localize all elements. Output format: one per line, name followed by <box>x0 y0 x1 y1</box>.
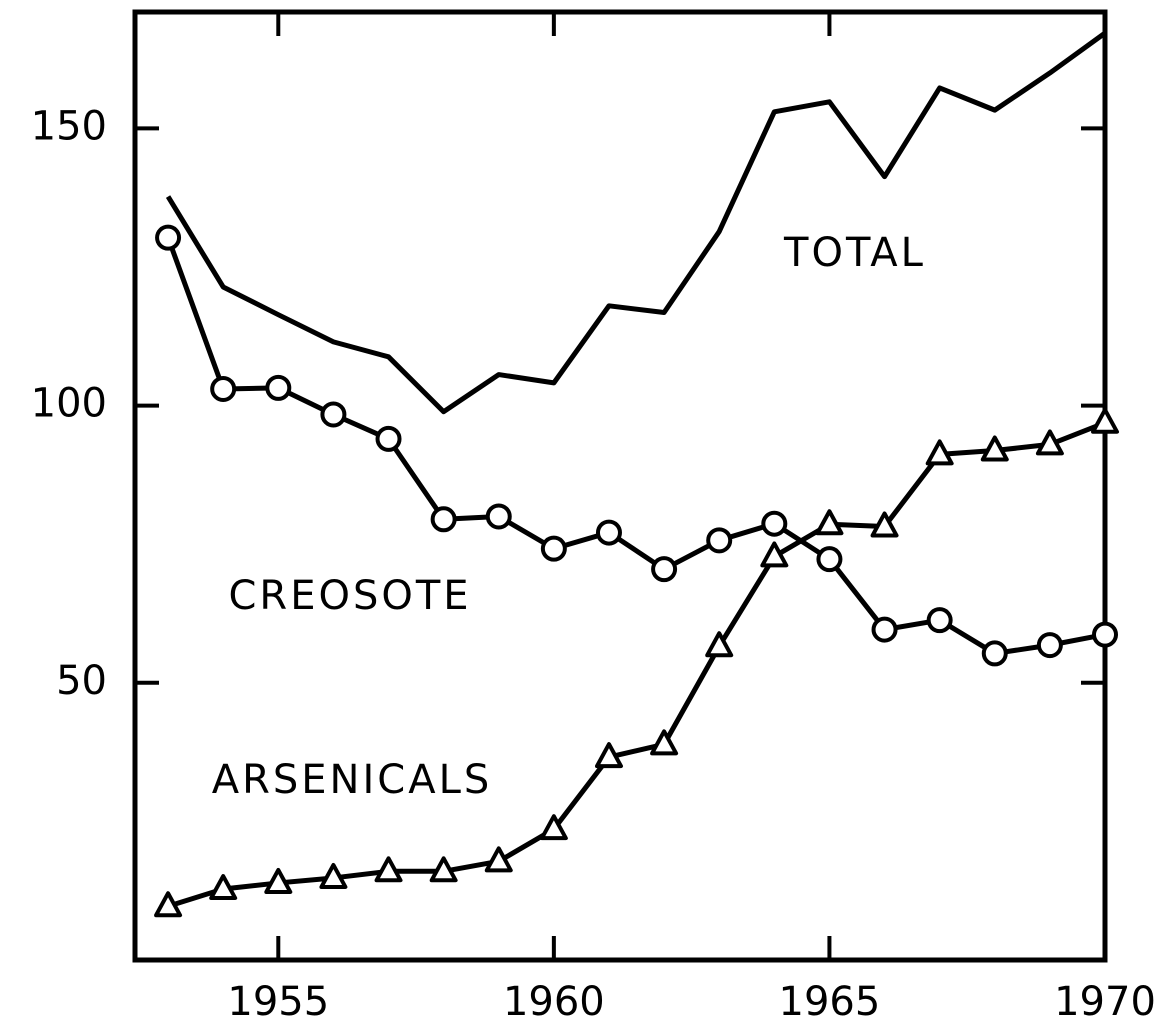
marker <box>925 439 954 466</box>
marker <box>155 224 182 251</box>
marker <box>429 856 458 883</box>
x-tick-label: 1960 <box>503 979 605 1025</box>
x-tick-label: 1955 <box>227 979 329 1025</box>
marker <box>1035 429 1064 456</box>
marker <box>374 856 403 883</box>
marker <box>1091 407 1119 434</box>
marker <box>761 510 788 537</box>
x-tick-label: 1970 <box>1054 979 1156 1025</box>
marker <box>540 535 567 562</box>
marker <box>871 616 898 643</box>
marker <box>1036 632 1063 659</box>
marker <box>760 541 789 568</box>
series-label: TOTAL <box>783 230 926 276</box>
marker <box>265 374 292 401</box>
marker <box>980 435 1009 462</box>
marker <box>650 729 679 756</box>
marker <box>706 527 733 554</box>
plot-frame <box>132 9 1108 963</box>
series-line <box>167 420 1106 909</box>
marker <box>484 846 513 873</box>
series-line <box>165 31 1107 415</box>
marker <box>595 519 622 546</box>
series-label: ARSENICALS <box>212 757 493 803</box>
marker <box>594 742 623 769</box>
marker <box>430 506 457 533</box>
marker <box>210 375 237 402</box>
marker <box>539 814 568 841</box>
marker <box>815 509 844 536</box>
marker <box>375 425 402 452</box>
marker <box>485 503 512 530</box>
marker <box>320 401 347 428</box>
marker <box>705 631 734 658</box>
x-tick-label: 1965 <box>779 979 881 1025</box>
marker <box>209 874 238 901</box>
marker <box>870 511 899 538</box>
marker <box>926 607 953 634</box>
marker <box>816 546 843 573</box>
marker <box>319 862 348 889</box>
marker <box>154 891 183 918</box>
y-tick-label: 100 <box>31 381 107 427</box>
marker <box>1092 621 1118 648</box>
marker <box>651 556 678 583</box>
series-label: CREOSOTE <box>228 573 471 619</box>
y-tick-label: 50 <box>56 658 107 704</box>
y-tick-label: 150 <box>31 103 107 149</box>
marker <box>264 867 293 894</box>
marker <box>981 640 1008 667</box>
